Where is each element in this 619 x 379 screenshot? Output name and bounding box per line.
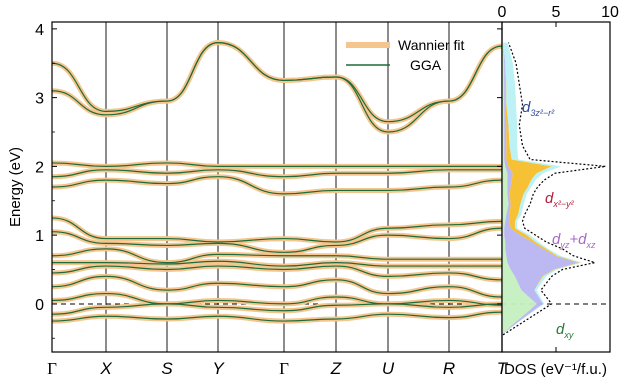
dos-x-axis-ticks: 0 5 10 (498, 4, 619, 352)
gga-band-8 (52, 217, 502, 243)
kpoint-label: R (443, 359, 455, 378)
gga-band-1 (52, 303, 502, 315)
orbital-label-dxy: dxy (556, 321, 574, 340)
gga-band-5 (52, 260, 502, 267)
orbital-label-dz2: d3z²−r² (522, 99, 555, 118)
y-axis-ticks: 0 1 2 3 4 (35, 22, 502, 339)
kpoint-label: S (161, 359, 173, 378)
legend-gga-label: GGA (410, 57, 442, 73)
orbital-label-dyzxz: dyz+dxz (552, 231, 596, 250)
kpoint-label: U (382, 359, 395, 378)
dos-fill-d-3z-r- (502, 42, 582, 335)
kpoint-label: Y (212, 359, 225, 378)
dos-fill-d-yz-d-xz (502, 42, 578, 335)
dos-fill-d-xy (502, 42, 537, 335)
dos-orbital-fills (502, 42, 582, 335)
wannier-bands (52, 40, 502, 324)
wannier-band-10 (52, 167, 502, 180)
wannier-band-9 (52, 174, 502, 197)
y-tick-label: 4 (35, 22, 44, 39)
kpoint-label: T (497, 359, 509, 378)
kpoint-label: Γ (47, 359, 57, 378)
gga-band-4 (52, 265, 502, 281)
legend-wannier-label: Wannier fit (398, 37, 465, 53)
y-axis-title: Energy (eV) (7, 147, 24, 227)
kpoint-label: Γ (279, 359, 289, 378)
gga-band-13 (52, 42, 502, 123)
dos-x-axis-title: DOS (eV⁻¹/f.u.) (504, 361, 607, 378)
dos-panel: 0 5 10 DOS (eV⁻¹/f.u.) d3z²−r² dx²−y² dyz+… (498, 4, 619, 378)
gga-bands (52, 42, 502, 322)
y-tick-label: 0 (35, 297, 44, 314)
kpoint-label: Z (330, 359, 342, 378)
band-structure-panel: 0 1 2 3 4 Γ X S Y Γ Z U R T Energy (eV) Wannier fit … (7, 21, 610, 378)
gga-band-0 (52, 311, 502, 322)
kpoint-label: X (99, 359, 112, 378)
dos-tick-label: 5 (552, 4, 561, 21)
y-tick-label: 3 (35, 91, 44, 108)
dos-fill-d-x-y- (502, 42, 580, 335)
gga-band-7 (52, 227, 502, 253)
gga-band-2 (52, 292, 502, 306)
orbital-label-dx2y2: dx²−y² (545, 190, 575, 209)
gga-band-6 (52, 248, 502, 264)
dos-tick-label: 0 (498, 4, 507, 21)
dos-total-dotted (502, 42, 606, 336)
gga-band-10 (52, 169, 502, 178)
dos-tick-label: 10 (601, 4, 619, 21)
gga-band-11 (52, 162, 502, 167)
legend: Wannier fit GGA (346, 37, 465, 73)
gga-band-9 (52, 176, 502, 195)
y-tick-label: 1 (35, 228, 44, 245)
gga-band-3 (52, 275, 502, 298)
y-tick-label: 2 (35, 159, 44, 176)
